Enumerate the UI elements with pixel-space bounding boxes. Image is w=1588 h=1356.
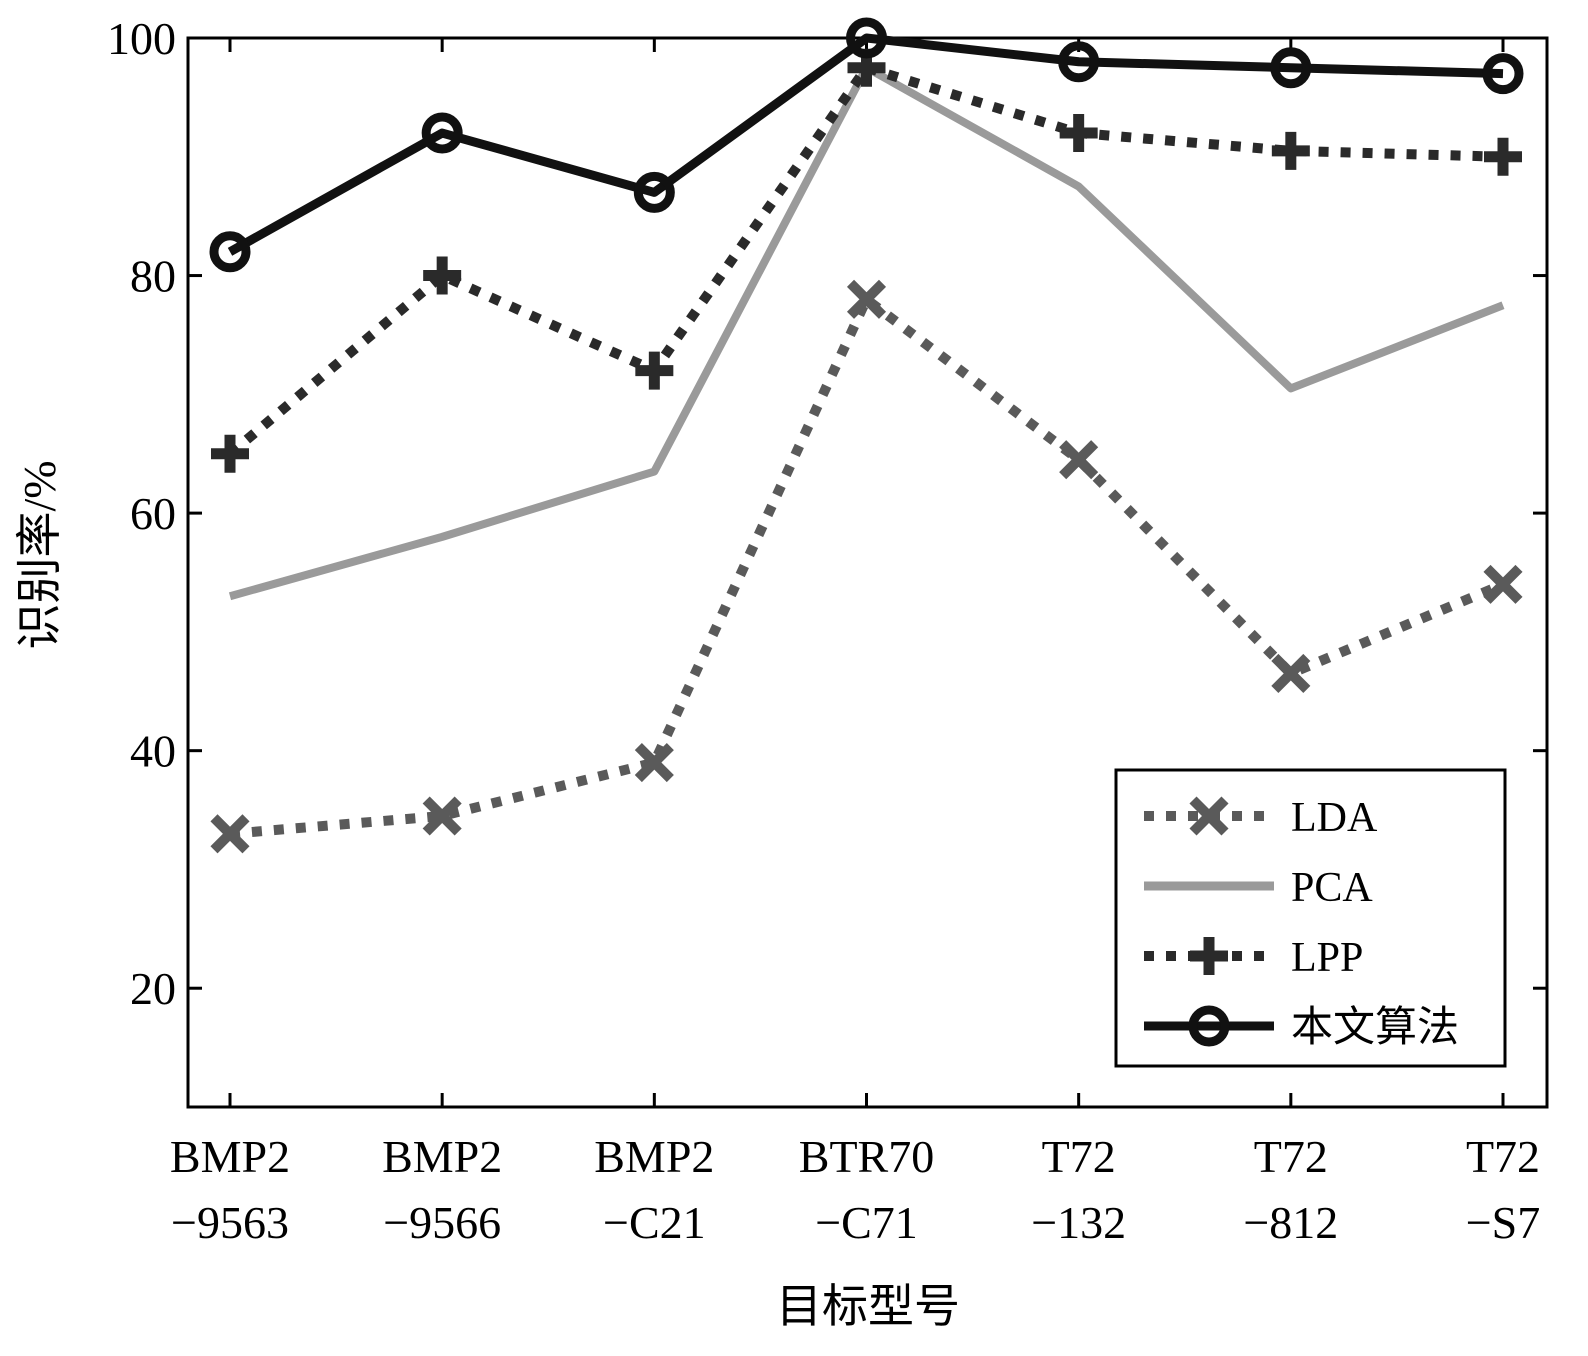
marker-stroke <box>634 743 674 783</box>
y-axis-title: 识别率/% <box>14 460 65 649</box>
data-point <box>1271 653 1311 693</box>
marker-stroke <box>422 796 462 836</box>
data-point <box>846 17 887 59</box>
x-tick-label: BTR70 <box>799 1131 934 1182</box>
legend-label: PCA <box>1291 865 1373 911</box>
data-point <box>1483 564 1523 604</box>
series-line <box>226 62 1504 458</box>
legend-item: LDA <box>1144 795 1378 841</box>
x-tick-label: BMP2 <box>594 1131 714 1182</box>
series-layer <box>209 17 1524 854</box>
legend-item: LPP <box>1144 935 1363 981</box>
legend-marker <box>1190 937 1228 975</box>
legend-label: LPP <box>1291 935 1363 981</box>
data-point <box>209 231 251 273</box>
marker-stroke <box>1059 440 1099 480</box>
data-point <box>633 171 675 213</box>
data-point <box>1058 41 1100 83</box>
data-point <box>846 279 887 319</box>
x-tick-label: T72 <box>1042 1131 1116 1182</box>
y-tick-label: 60 <box>130 488 176 539</box>
series-line <box>227 33 1504 256</box>
legend-item: 本文算法 <box>1144 1004 1459 1051</box>
marker-stroke <box>1483 564 1523 604</box>
marker-stroke <box>210 814 250 854</box>
data-point <box>422 796 462 836</box>
x-tick-label: T72 <box>1466 1131 1540 1182</box>
legend-marker <box>1189 796 1229 836</box>
x-tick-label-line2: −C21 <box>603 1197 706 1248</box>
x-tick-label-line2: −9563 <box>171 1197 289 1248</box>
y-axis: 20 40 60 80 100 <box>107 13 1547 1014</box>
legend-label: LDA <box>1291 795 1378 841</box>
y-tick-label: 80 <box>130 251 176 302</box>
x-tick-label-line2: −S7 <box>1466 1197 1541 1248</box>
data-point <box>634 743 674 783</box>
legend: LDA PCA LPP 本文算法 <box>1114 768 1507 1068</box>
series-LPP <box>211 48 1522 473</box>
x-tick-label-line2: −132 <box>1031 1197 1126 1248</box>
data-point <box>1059 440 1099 480</box>
x-tick-label-line2: −9566 <box>383 1197 501 1248</box>
x-tick-label: T72 <box>1254 1131 1328 1182</box>
marker-stroke <box>1189 796 1229 836</box>
series-本文算法 <box>209 17 1524 273</box>
series-LDA <box>210 279 1523 854</box>
marker-stroke <box>1271 653 1311 693</box>
data-point <box>210 814 250 854</box>
y-tick-label: 40 <box>130 726 176 777</box>
y-tick-label: 100 <box>107 13 176 64</box>
x-tick-label: BMP2 <box>382 1131 502 1182</box>
legend-label: 本文算法 <box>1291 1004 1459 1051</box>
data-point <box>635 351 674 390</box>
data-point <box>1271 131 1310 170</box>
x-tick-label: BMP2 <box>170 1131 290 1182</box>
legend-item: PCA <box>1144 865 1373 911</box>
data-point <box>1270 47 1312 89</box>
legend-marker <box>1188 1005 1230 1047</box>
x-tick-label-line2: −C71 <box>815 1197 918 1248</box>
x-axis-title: 目标型号 <box>776 1281 960 1332</box>
data-point <box>1484 137 1522 176</box>
x-tick-label-line2: −812 <box>1243 1197 1338 1248</box>
data-point <box>421 112 463 154</box>
x-axis: BMP2 −9563 BMP2 −9566 BMP2 −C21 BTR70 −C71 T72 −1… <box>170 38 1540 1248</box>
data-point <box>423 256 462 295</box>
data-point <box>1482 53 1524 95</box>
data-point <box>211 434 249 473</box>
legend-box <box>1114 768 1507 1068</box>
data-point <box>1059 114 1098 153</box>
marker-stroke <box>846 279 887 319</box>
y-tick-label: 20 <box>130 963 176 1014</box>
